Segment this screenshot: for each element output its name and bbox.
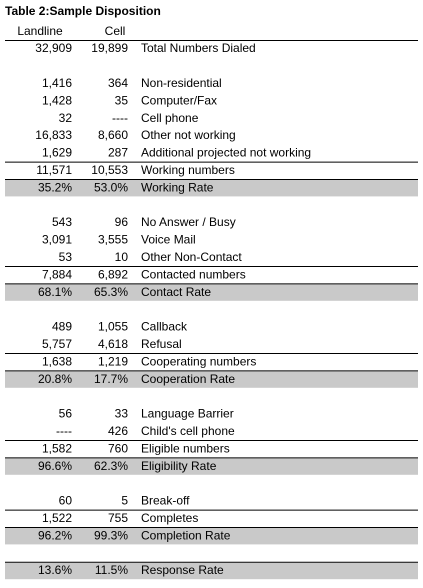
- cell-cell: 5: [121, 494, 128, 508]
- row-label: Cooperation Rate: [141, 372, 235, 386]
- rate-shading: [5, 458, 418, 475]
- landline-cell: 1,638: [42, 354, 72, 368]
- landline-cell: 1,582: [42, 441, 72, 455]
- rate-shading: [5, 371, 418, 388]
- cell-cell: 287: [108, 146, 128, 160]
- cell-cell: ----: [112, 111, 128, 125]
- cell-cell: 755: [108, 511, 128, 525]
- row-label: Voice Mail: [141, 233, 196, 247]
- row-label: Completes: [141, 511, 198, 525]
- landline-cell: 96.6%: [38, 459, 72, 473]
- cell-cell: 17.7%: [94, 372, 128, 386]
- cell-cell: 1,219: [98, 354, 128, 368]
- rate-shading: [5, 528, 418, 545]
- landline-cell: 1,428: [42, 93, 72, 107]
- cell-cell: 33: [115, 407, 129, 421]
- row-label: Callback: [141, 320, 188, 334]
- table-title: Table 2:Sample Disposition: [5, 4, 161, 18]
- row-label: Contacted numbers: [141, 267, 246, 281]
- landline-cell: 56: [59, 407, 73, 421]
- row-label: Cooperating numbers: [141, 354, 256, 368]
- landline-cell: 1,522: [42, 511, 72, 525]
- row-label: Working Rate: [141, 180, 214, 194]
- cell-cell: 426: [108, 424, 128, 438]
- row-label: Eligibility Rate: [141, 459, 217, 473]
- landline-cell: ----: [56, 424, 72, 438]
- landline-cell: 1,416: [42, 76, 72, 90]
- row-label: Cell phone: [141, 111, 199, 125]
- landline-cell: 35.2%: [38, 180, 72, 194]
- cell-cell: 99.3%: [94, 528, 128, 542]
- row-label: Non-residential: [141, 76, 222, 90]
- landline-cell: 60: [59, 494, 73, 508]
- rate-shading: [5, 180, 418, 197]
- landline-cell: 68.1%: [38, 285, 72, 299]
- column-header: Cell: [105, 24, 126, 38]
- cell-cell: 8,660: [98, 128, 128, 142]
- cell-cell: 62.3%: [94, 459, 128, 473]
- row-label: Language Barrier: [141, 407, 234, 421]
- cell-cell: 1,055: [98, 320, 128, 334]
- landline-cell: 5,757: [42, 337, 72, 351]
- row-label: Working numbers: [141, 163, 235, 177]
- landline-cell: 32: [59, 111, 73, 125]
- landline-cell: 1,629: [42, 146, 72, 160]
- landline-cell: 32,909: [35, 41, 72, 55]
- cell-cell: 65.3%: [94, 285, 128, 299]
- cell-cell: 4,618: [98, 337, 128, 351]
- cell-cell: 35: [115, 93, 129, 107]
- landline-cell: 543: [52, 215, 72, 229]
- landline-cell: 53: [59, 250, 73, 264]
- row-label: Other Non-Contact: [141, 250, 242, 264]
- row-label: Additional projected not working: [141, 146, 311, 160]
- cell-cell: 11.5%: [95, 563, 128, 577]
- cell-cell: 96: [115, 215, 129, 229]
- cell-cell: 10,553: [91, 163, 128, 177]
- row-label: No Answer / Busy: [141, 215, 236, 229]
- landline-cell: 489: [52, 320, 72, 334]
- cell-cell: 6,892: [98, 267, 128, 281]
- column-header: Landline: [17, 24, 63, 38]
- row-label: Other not working: [141, 128, 236, 142]
- row-label: Eligible numbers: [141, 441, 230, 455]
- cell-cell: 10: [115, 250, 129, 264]
- rate-shading: [5, 562, 418, 580]
- row-label: Computer/Fax: [141, 93, 217, 107]
- landline-cell: 96.2%: [38, 528, 72, 542]
- landline-cell: 16,833: [35, 128, 72, 142]
- rate-shading: [5, 284, 418, 301]
- landline-cell: 3,091: [42, 233, 72, 247]
- row-label: Completion Rate: [141, 528, 231, 542]
- cell-cell: 3,555: [98, 233, 128, 247]
- landline-cell: 11,571: [36, 163, 72, 177]
- row-label: Contact Rate: [141, 285, 211, 299]
- row-label: Break-off: [141, 494, 190, 508]
- cell-cell: 53.0%: [94, 180, 128, 194]
- cell-cell: 760: [108, 441, 128, 455]
- row-label: Child's cell phone: [141, 424, 235, 438]
- landline-cell: 7,884: [42, 267, 72, 281]
- cell-cell: 364: [108, 76, 128, 90]
- landline-cell: 20.8%: [38, 372, 72, 386]
- row-label: Total Numbers Dialed: [141, 41, 256, 55]
- row-label: Response Rate: [141, 563, 224, 577]
- row-label: Refusal: [141, 337, 182, 351]
- cell-cell: 19,899: [91, 41, 128, 55]
- landline-cell: 13.6%: [38, 563, 72, 577]
